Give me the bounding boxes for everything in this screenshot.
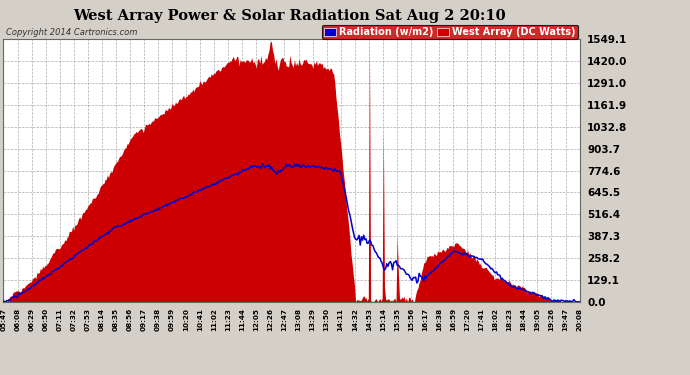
Text: Copyright 2014 Cartronics.com: Copyright 2014 Cartronics.com — [6, 28, 137, 37]
Legend: Radiation (w/m2), West Array (DC Watts): Radiation (w/m2), West Array (DC Watts) — [322, 24, 578, 39]
Text: West Array Power & Solar Radiation Sat Aug 2 20:10: West Array Power & Solar Radiation Sat A… — [74, 9, 506, 23]
